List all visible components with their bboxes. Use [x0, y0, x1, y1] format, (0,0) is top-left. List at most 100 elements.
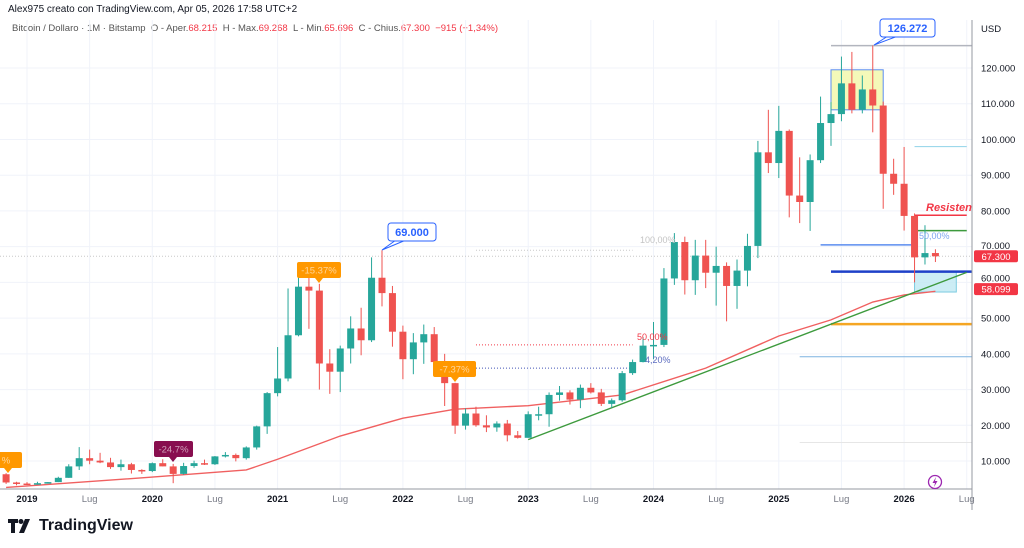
chart-credit: Alex975 creato con TradingView.com, Apr … [8, 4, 298, 15]
y-tick-label: 50.000 [981, 314, 1010, 325]
candle-body [817, 123, 825, 161]
badge-pointer [169, 457, 177, 462]
candle [869, 45, 877, 133]
lightning-icon[interactable] [927, 474, 943, 490]
candle-body [211, 456, 219, 465]
candle-body [796, 195, 804, 202]
candle-body [232, 454, 240, 459]
candle-body [44, 482, 52, 484]
x-tick-label: Lug [458, 494, 474, 505]
candle [33, 481, 41, 485]
candle [117, 459, 125, 471]
candle-body [96, 460, 104, 463]
candle-body [399, 331, 407, 360]
candle-body [900, 183, 908, 216]
callout-pointer [381, 239, 407, 251]
y-tick-label: 80.000 [981, 206, 1010, 217]
candle [420, 324, 428, 364]
annotation-label: 50,00% [919, 231, 950, 241]
candle-body [733, 270, 741, 286]
candle [347, 316, 355, 364]
y-tick-label: 60.000 [981, 274, 1010, 285]
candle [556, 385, 564, 401]
candle [743, 233, 751, 287]
candle [629, 359, 637, 375]
x-tick-label: Lug [959, 494, 975, 505]
candle [754, 140, 762, 259]
candle [201, 459, 208, 465]
candle-body [2, 474, 10, 483]
candle-body [159, 463, 167, 467]
candle-body [702, 255, 710, 273]
candle-body [117, 464, 125, 468]
symbol-name[interactable]: Bitcoin / Dollaro · 1M · Bitstamp [12, 23, 146, 34]
candle-body [691, 255, 699, 281]
annotation-label: Resisten [926, 202, 972, 214]
price-tag-text: 67.300 [981, 252, 1010, 263]
callout-text: 69.000 [395, 227, 429, 239]
candle-body [336, 348, 344, 372]
candle [54, 476, 62, 483]
y-tick-label: 110.000 [981, 99, 1015, 110]
candle [107, 457, 115, 469]
symbol-legend: Bitcoin / Dollaro · 1M · Bitstamp O - Ap… [12, 23, 498, 34]
percent-badge[interactable] [433, 361, 476, 377]
candle [660, 268, 668, 348]
candle-body [535, 414, 543, 416]
callout-box[interactable] [879, 18, 936, 38]
candle-body [650, 344, 657, 347]
candle-body [514, 435, 522, 438]
candle-body [54, 477, 62, 483]
candle [127, 462, 135, 474]
tradingview-brand: TradingView [39, 517, 133, 534]
candle-body [169, 466, 177, 474]
candle-body [775, 130, 783, 164]
tradingview-logo[interactable]: TradingView [8, 517, 133, 535]
candle-body [284, 335, 292, 379]
candle-body [712, 265, 720, 273]
candle [96, 452, 104, 464]
candle-body [629, 362, 637, 374]
candle-body [556, 392, 564, 395]
low-label: L - Min. [292, 23, 325, 34]
candle-body [639, 345, 647, 363]
candle-body [462, 413, 470, 426]
price-tag [974, 283, 1018, 296]
x-tick-label: 2026 [894, 494, 915, 505]
callout-text: 126.272 [888, 23, 928, 35]
highlight-box[interactable] [914, 271, 957, 293]
candle-body [848, 83, 856, 110]
percent-badge-text: % [2, 456, 11, 467]
candle [524, 411, 532, 438]
x-tick-label: 2024 [643, 494, 665, 505]
candle-body [294, 286, 302, 336]
x-tick-label: 2022 [392, 494, 413, 505]
candle [294, 275, 302, 337]
candle [2, 473, 10, 484]
percent-badge[interactable] [154, 441, 193, 457]
candle-body [660, 278, 668, 345]
percent-badge[interactable] [297, 262, 341, 278]
candle [315, 283, 323, 390]
trendline[interactable] [527, 271, 967, 441]
percent-badge[interactable] [0, 452, 22, 468]
candle-body [472, 413, 480, 426]
candle-body [315, 290, 323, 364]
candle [827, 101, 835, 146]
candle [712, 246, 720, 306]
percent-badge-text: -15.37% [301, 266, 337, 277]
candle-body [201, 463, 208, 465]
candle-body [409, 342, 417, 360]
candle [242, 446, 250, 460]
candle-body [23, 483, 31, 486]
candle [211, 456, 219, 465]
candle-body [493, 423, 501, 428]
candle [451, 382, 459, 434]
candle-body [764, 152, 772, 164]
candle-body [420, 334, 428, 343]
y-tick-label: 100.000 [981, 135, 1015, 146]
callout-box[interactable] [387, 222, 437, 242]
candle [775, 105, 783, 179]
annotation-label: 4,20% [645, 355, 671, 365]
